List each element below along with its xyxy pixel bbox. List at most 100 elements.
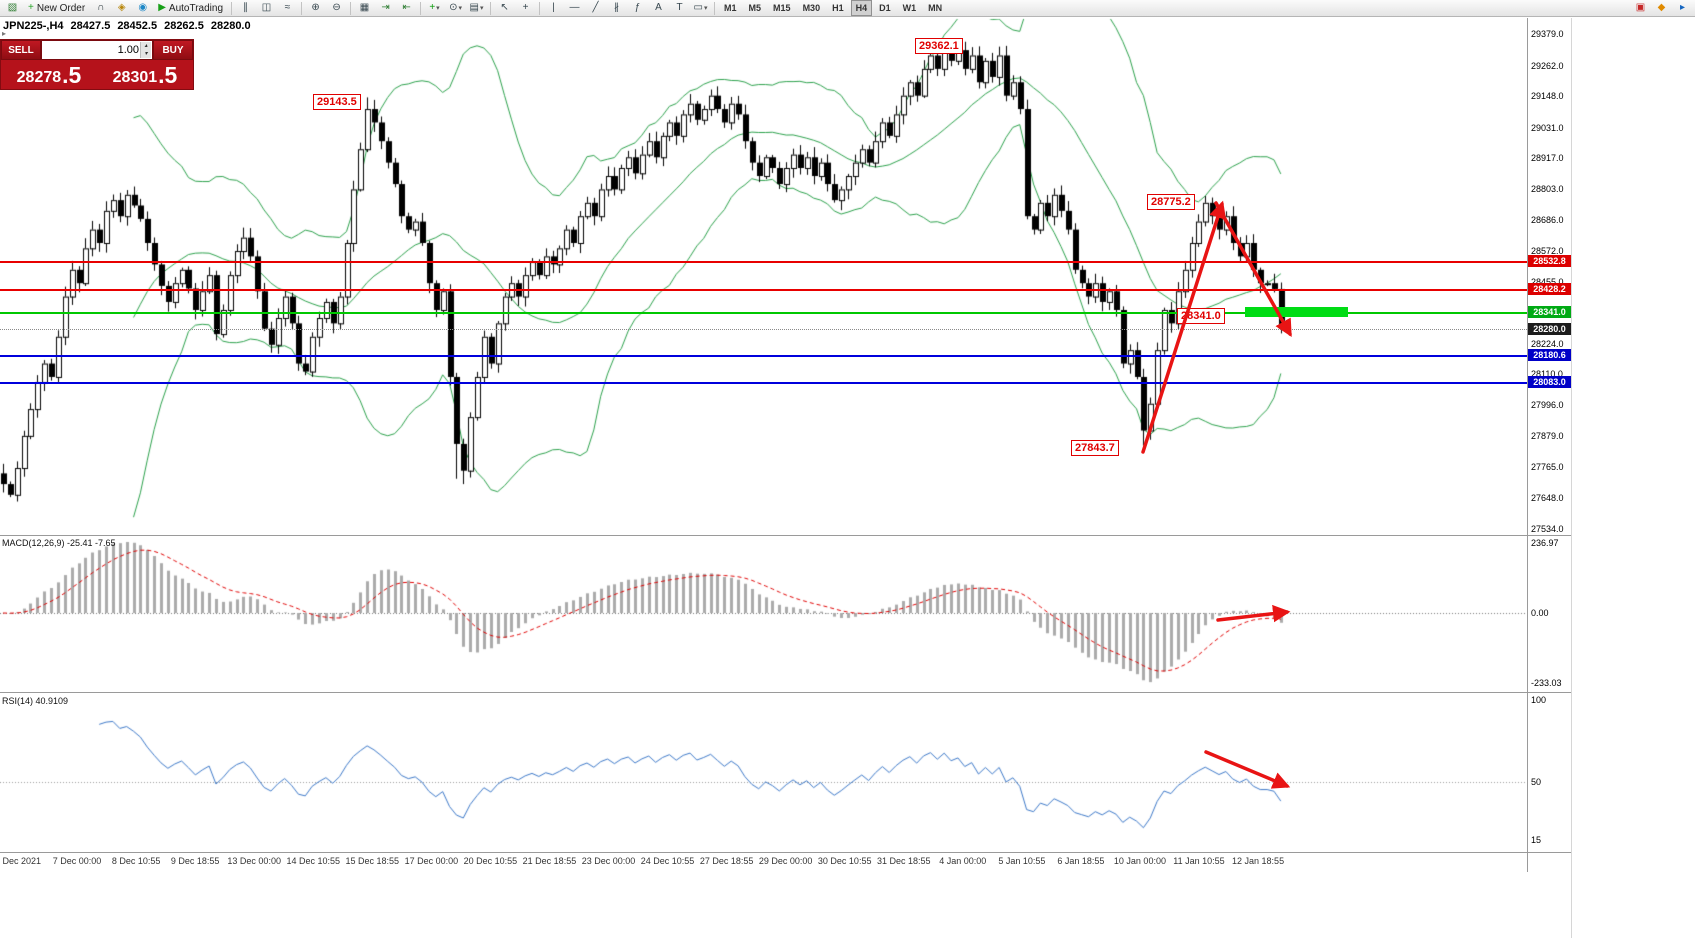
sell-button[interactable]: SELL [1, 40, 41, 60]
price-scale-tick: 27996.0 [1531, 399, 1564, 410]
headset-icon: ∩ [97, 2, 105, 13]
symbol-info-bar: JPN225-,H4 28427.5 28452.5 28262.5 28280… [3, 20, 251, 32]
time-axis-label: 13 Dec 00:00 [227, 856, 281, 866]
timeframe-m15-button[interactable]: M15 [773, 3, 791, 13]
price-label-29362[interactable]: 29362.1 [915, 38, 963, 54]
equidistant-channel-button[interactable]: ∦ [606, 0, 627, 17]
timeframe-d1-button[interactable]: D1 [879, 3, 891, 13]
timeframe-h4-button[interactable]: H4 [850, 0, 873, 16]
bar-chart-button[interactable]: ∥ [235, 0, 256, 17]
shapes-icon: ▭ [693, 2, 703, 13]
time-axis-label: 17 Dec 00:00 [404, 856, 459, 866]
autotrading-button[interactable]: ▶ AutoTrading [153, 1, 228, 16]
price-label-28775[interactable]: 28775.2 [1147, 194, 1195, 210]
sell-price[interactable]: 28278 .5 [1, 60, 97, 89]
macd-rsi-splitter[interactable] [0, 692, 1571, 693]
toolbar-overflow-button[interactable]: ▸ [1672, 0, 1693, 17]
main-macd-splitter[interactable] [0, 535, 1571, 536]
buy-price[interactable]: 28301 .5 [97, 60, 193, 89]
spinner-down-icon[interactable]: ▾ [144, 51, 148, 57]
volume-spinner[interactable]: ▴ ▾ [140, 42, 151, 58]
new-order-button[interactable]: + New Order [23, 1, 90, 16]
line-chart-icon: ≈ [284, 2, 291, 13]
community-button[interactable]: ◆ [1651, 0, 1672, 17]
new-chart-button[interactable]: ▧ [2, 0, 23, 17]
horizontal-line-button[interactable]: — [564, 0, 585, 17]
signals-button[interactable]: ◉ [132, 0, 153, 17]
price-scale-border[interactable] [1527, 18, 1528, 872]
price-scale-tick: 28455.0 [1531, 276, 1564, 287]
community-icon: ◆ [1657, 2, 1666, 13]
vertical-line-button[interactable]: | [543, 0, 564, 17]
tile-windows-button[interactable]: ▦ [354, 0, 375, 17]
rsi-indicator-label: RSI(14) 40.9109 [2, 696, 69, 706]
text-label-button[interactable]: T [669, 0, 690, 17]
bid-price-line[interactable] [0, 329, 1527, 330]
volume-value[interactable]: 1.00 [117, 44, 139, 56]
vertical-line-icon: | [552, 2, 555, 13]
time-axis-label: 9 Dec 18:55 [170, 856, 220, 866]
resistance-line-upper[interactable] [0, 261, 1527, 263]
price-label-29143[interactable]: 29143.5 [313, 94, 361, 110]
templates-button[interactable]: ▤ ▾ [466, 0, 487, 17]
zoom-in-button[interactable]: ⊕ [305, 0, 326, 17]
highlight-zone[interactable] [1245, 307, 1348, 318]
timeframe-m30-button[interactable]: M30 [802, 3, 821, 13]
price-label-27843[interactable]: 27843.7 [1071, 440, 1119, 456]
templates-icon: ▤ [469, 2, 479, 13]
resistance-line-lower[interactable] [0, 289, 1527, 291]
price-label-28341[interactable]: 28341.0 [1177, 308, 1225, 324]
cursor-button[interactable]: ↖ [494, 0, 515, 17]
time-axis-label: 31 Dec 18:55 [876, 856, 931, 866]
spinner-up-icon[interactable]: ▴ [144, 43, 148, 49]
toolbar: ▧ + New Order ∩ ◈ ◉ ▶ AutoTrading ∥ ◫ ≈ ⊕ ⊖ ▦ ⇥ ⇤ + ▾ ⊙ ▾ ▤ ▾… [0, 0, 1695, 17]
fibonacci-button[interactable]: ƒ [627, 0, 648, 17]
timeframe-m5-button[interactable]: M5 [748, 3, 762, 13]
timeframe-h1-button[interactable]: H1 [832, 3, 844, 13]
time-axis-label: 4 Jan 00:00 [939, 856, 987, 866]
dropdown-caret-icon[interactable]: ▾ [458, 5, 462, 12]
headset-button[interactable]: ∩ [90, 0, 111, 17]
trendline-button[interactable]: ╱ [585, 0, 606, 17]
support-line-green[interactable] [0, 312, 1527, 314]
timeframe-mn-button[interactable]: MN [928, 3, 943, 13]
docs-icon: ▣ [1635, 2, 1646, 13]
toolbar-separator [714, 1, 716, 15]
time-axis-border[interactable] [0, 852, 1571, 853]
time-axis-label: 3 Dec 2021 [0, 856, 42, 866]
dropdown-caret-icon[interactable]: ▾ [479, 5, 484, 12]
support-line-blue-lower[interactable] [0, 382, 1527, 384]
bar-chart-icon: ∥ [243, 2, 249, 13]
chart-shift-icon: ⇤ [402, 2, 411, 13]
candlestick-chart-button[interactable]: ◫ [256, 0, 277, 17]
time-axis-label: 12 Jan 18:55 [1232, 856, 1285, 866]
auto-scroll-button[interactable]: ⇥ [375, 0, 396, 17]
timeframe-m1-button[interactable]: M1 [724, 3, 737, 13]
zoom-out-button[interactable]: ⊖ [326, 0, 347, 17]
zoom-in-icon: ⊕ [311, 2, 320, 13]
buy-button[interactable]: BUY [153, 40, 193, 60]
volume-field[interactable]: 1.00 ▴ ▾ [41, 40, 153, 60]
metaeditor-button[interactable]: ◈ [111, 0, 132, 17]
one-click-collapse-icon[interactable]: ▸ [2, 29, 7, 38]
shapes-button[interactable]: ▭ ▾ [690, 0, 711, 17]
indicators-plus-icon: + [429, 2, 436, 13]
line-chart-button[interactable]: ≈ [277, 0, 298, 17]
time-axis-label: 8 Dec 10:55 [111, 856, 161, 866]
price-scale-tick: 28917.0 [1531, 153, 1564, 164]
indicators-button[interactable]: + ▾ [424, 0, 445, 17]
support-line-blue-upper[interactable] [0, 355, 1527, 357]
dropdown-caret-icon[interactable]: ▾ [703, 5, 708, 12]
crosshair-button[interactable]: + [515, 0, 536, 17]
dropdown-caret-icon[interactable]: ▾ [436, 5, 440, 12]
price-scale-tick: 28686.0 [1531, 214, 1564, 225]
timeframe-w1-button[interactable]: W1 [902, 3, 917, 13]
periods-button[interactable]: ⊙ ▾ [445, 0, 466, 17]
text-icon: A [655, 2, 662, 13]
text-button[interactable]: A [648, 0, 669, 17]
buy-price-main: 28301 [112, 69, 158, 86]
docs-button[interactable]: ▣ [1630, 0, 1651, 17]
ohlc-close: 28280.0 [210, 20, 251, 32]
chart-shift-button[interactable]: ⇤ [396, 0, 417, 17]
